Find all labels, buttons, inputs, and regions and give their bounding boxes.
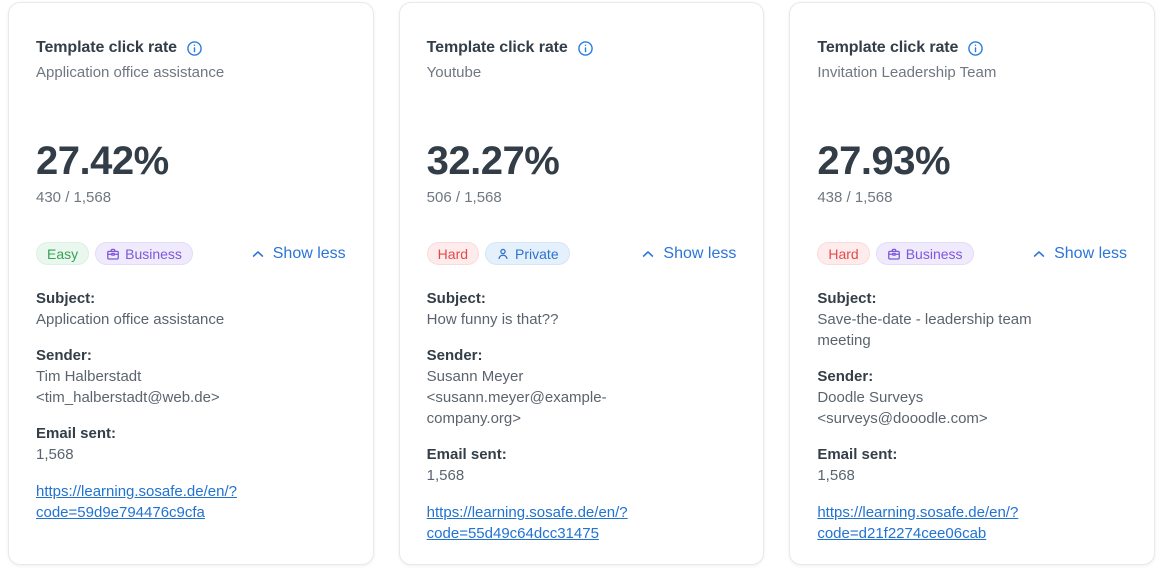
email-sent-block: Email sent: 1,568 xyxy=(817,445,1127,486)
category-badge: Private xyxy=(485,242,570,265)
info-icon[interactable] xyxy=(577,40,594,57)
subject-block: Subject: Save-the-date - leadership team… xyxy=(817,289,1127,351)
template-click-rate-card-1: Template click rate Application office a… xyxy=(8,2,374,565)
subject-label: Subject: xyxy=(817,290,877,307)
email-sent-label: Email sent: xyxy=(817,446,898,463)
sender-label: Sender: xyxy=(817,368,874,385)
sender-email: <surveys@dooodle.com> xyxy=(817,410,988,427)
template-name: Invitation Leadership Team xyxy=(817,64,997,81)
category-badge-label: Business xyxy=(125,245,182,262)
template-click-rate-card-2: Template click rate Youtube 32.27% 506 /… xyxy=(398,2,765,565)
info-icon[interactable] xyxy=(967,40,984,57)
email-sent-label: Email sent: xyxy=(36,425,117,442)
sender-name: Tim Halberstadt xyxy=(36,368,142,385)
sender-name: Susann Meyer xyxy=(426,368,524,385)
chevron-up-icon xyxy=(252,250,263,257)
subject-value: How funny is that?? xyxy=(426,311,559,328)
sender-block: Sender: Tim Halberstadt <tim_halberstadt… xyxy=(36,346,346,408)
sender-label: Sender: xyxy=(36,347,92,364)
category-badge-label: Private xyxy=(515,245,559,262)
subject-value: Application office assistance xyxy=(36,311,225,328)
template-link[interactable]: https://learning.sosafe.de/en/?​code=55d… xyxy=(426,504,628,542)
card-header: Template click rate xyxy=(817,37,1127,59)
template-click-rate-card-3: Template click rate Invitation Leadershi… xyxy=(789,2,1156,565)
briefcase-icon xyxy=(887,248,900,260)
difficulty-badge: Hard xyxy=(426,242,480,265)
briefcase-icon xyxy=(107,248,120,260)
difficulty-badge-label: Hard xyxy=(437,245,469,262)
category-badge: Business xyxy=(875,242,974,265)
email-sent-value: 1,568 xyxy=(36,446,74,463)
difficulty-badge-label: Hard xyxy=(828,245,859,262)
show-less-label: Show less xyxy=(272,244,346,262)
sender-block: Sender: Doodle Surveys <surveys@dooodle.… xyxy=(817,367,1127,429)
card-title: Template click rate xyxy=(426,39,568,56)
subject-block: Subject: Application office assistance xyxy=(36,289,346,330)
subject-label: Subject: xyxy=(426,290,486,307)
card-title: Template click rate xyxy=(36,39,177,56)
show-less-toggle[interactable]: Show less xyxy=(251,243,346,265)
sender-block: Sender: Susann Meyer <susann.meyer@examp… xyxy=(427,346,737,429)
show-less-label: Show less xyxy=(663,244,737,262)
difficulty-badge: Hard xyxy=(817,242,870,265)
info-icon[interactable] xyxy=(186,40,203,57)
chevron-up-icon xyxy=(1033,250,1045,257)
card-header: Template click rate xyxy=(36,37,346,59)
sender-email: <tim_halberstadt@web.de> xyxy=(36,389,220,406)
badge-row: Hard Private Show less xyxy=(426,242,736,265)
click-fraction: 438 / 1,568 xyxy=(817,189,893,206)
template-link[interactable]: https://learning.sosafe.de/en/?​code=d21… xyxy=(817,504,1019,542)
card-title: Template click rate xyxy=(817,39,959,56)
chevron-up-icon xyxy=(643,250,654,257)
sender-name: Doodle Surveys xyxy=(817,389,924,406)
person-icon xyxy=(498,248,508,259)
click-rate-value: 32.27% xyxy=(426,139,560,183)
email-sent-block: Email sent: 1,568 xyxy=(36,424,346,465)
click-rate-value: 27.93% xyxy=(817,139,951,183)
subject-label: Subject: xyxy=(36,290,96,307)
subject-block: Subject: How funny is that?? xyxy=(427,289,737,330)
category-badge-label: Business xyxy=(905,245,963,262)
show-less-toggle[interactable]: Show less xyxy=(641,243,736,265)
click-fraction: 506 / 1,568 xyxy=(426,189,502,206)
click-rate-value: 27.42% xyxy=(36,139,169,183)
show-less-label: Show less xyxy=(1054,244,1128,262)
difficulty-badge-label: Easy xyxy=(47,245,79,262)
email-sent-block: Email sent: 1,568 xyxy=(427,445,737,486)
badge-row: Hard Business Show less xyxy=(817,242,1127,265)
category-badge: Business xyxy=(95,242,193,265)
difficulty-badge: Easy xyxy=(36,242,90,265)
email-sent-label: Email sent: xyxy=(426,446,507,463)
badge-row: Easy Business Show less xyxy=(36,242,346,265)
show-less-toggle[interactable]: Show less xyxy=(1032,243,1127,265)
sender-email: <susann.meyer@example-company.org> xyxy=(426,389,607,427)
click-fraction: 430 / 1,568 xyxy=(36,189,112,206)
email-sent-value: 1,568 xyxy=(426,467,465,484)
subject-value: Save-the-date - leadership team meeting xyxy=(817,311,1032,349)
template-link[interactable]: https://learning.sosafe.de/en/?​code=59d… xyxy=(36,483,237,521)
email-sent-value: 1,568 xyxy=(817,467,855,484)
template-name: Application office assistance xyxy=(36,64,225,81)
template-name: Youtube xyxy=(426,64,482,81)
sender-label: Sender: xyxy=(426,347,483,364)
card-header: Template click rate xyxy=(427,37,737,59)
